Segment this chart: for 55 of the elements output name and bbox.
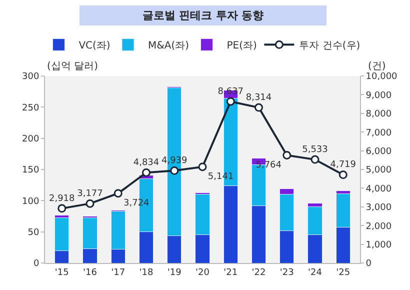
y2-tick-label: 8,000 <box>366 110 392 120</box>
y-tick-label: 150 <box>22 166 40 176</box>
legend-label: PE(좌) <box>226 40 257 52</box>
chart-title: 글로벌 핀테크 투자 동향 <box>142 9 264 22</box>
legend-label: M&A(좌) <box>148 40 190 52</box>
y2-axis-title: (건) <box>368 61 386 72</box>
legend-label: VC(좌) <box>78 40 110 52</box>
data-label: 4,834 <box>133 158 160 168</box>
y2-tick-label: 0 <box>366 259 372 270</box>
x-tick-label: '25 <box>336 268 350 278</box>
y-tick-label: 250 <box>22 103 40 114</box>
y-tick-label: 0 <box>33 259 40 270</box>
y2-tick-label: 4,000 <box>366 184 392 194</box>
legend-label: 투자 건수(우) <box>299 40 360 52</box>
point <box>310 155 320 164</box>
y2-tick-label: 10,000 <box>366 72 398 82</box>
y2-tick-label: 9,000 <box>366 90 392 101</box>
x-tick-label: '21 <box>224 268 238 278</box>
y2-tick-label: 7,000 <box>366 128 392 138</box>
data-label: 8,637 <box>218 86 244 97</box>
point <box>86 199 94 208</box>
data-label: 4,719 <box>330 160 356 170</box>
point <box>114 189 122 198</box>
y2-tick-label: 3,000 <box>366 203 392 214</box>
point <box>282 150 292 160</box>
data-label: 5,533 <box>302 144 328 155</box>
point <box>226 97 235 106</box>
y-tick-label: 50 <box>28 228 40 238</box>
x-tick-label: '20 <box>196 268 210 278</box>
data-label: 2,918 <box>48 194 76 204</box>
y-tick-label: 100 <box>22 196 40 207</box>
point <box>198 162 207 172</box>
x-tick-label: '18 <box>139 268 154 278</box>
x-tick-label: '17 <box>111 268 126 278</box>
y-tick-label: 300 <box>22 72 40 82</box>
point <box>338 170 348 179</box>
x-tick-label: '24 <box>308 268 322 278</box>
data-label: 8,314 <box>246 92 272 103</box>
x-tick-label: '16 <box>83 268 98 278</box>
x-tick-label: '23 <box>280 268 294 278</box>
point <box>254 103 263 112</box>
x-tick-label: '15 <box>54 268 69 278</box>
y-axis-title: (십억 달러) <box>47 61 98 72</box>
y2-tick-label: 5,000 <box>366 166 392 176</box>
point <box>170 166 179 175</box>
y2-tick-label: 1,000 <box>366 240 392 250</box>
point <box>58 204 66 213</box>
x-tick-label: '22 <box>252 268 266 278</box>
data-label: 3,177 <box>77 188 103 199</box>
y2-tick-label: 6,000 <box>366 146 392 157</box>
x-tick-label: '19 <box>167 268 182 278</box>
point <box>142 168 150 177</box>
y2-tick-label: 2,000 <box>366 222 392 232</box>
data-label: 5,764 <box>256 160 282 170</box>
y-tick-label: 200 <box>22 134 40 144</box>
